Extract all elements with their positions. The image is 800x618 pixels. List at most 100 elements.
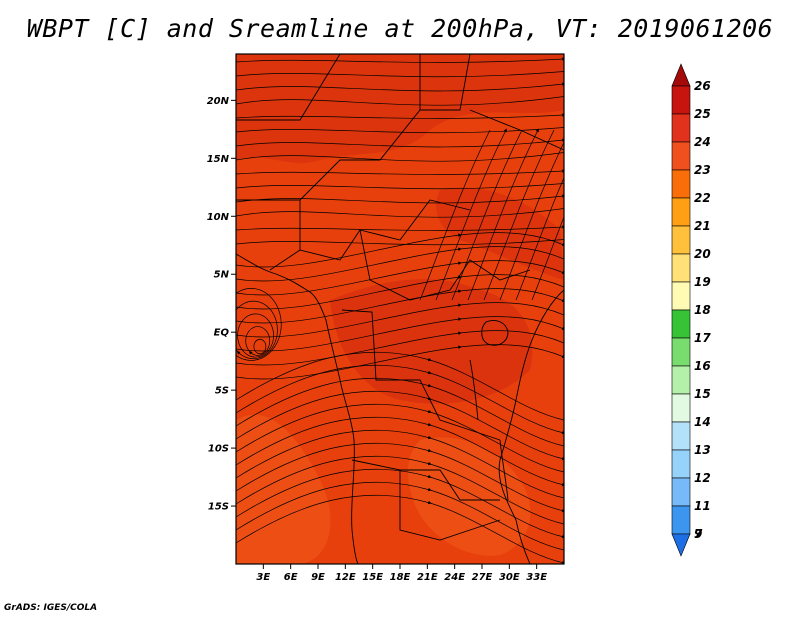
colorbar-label: 18: [694, 303, 711, 317]
y-tick-label: 5S: [215, 386, 229, 397]
streamline: [236, 494, 564, 564]
y-tick-label: 20N: [207, 96, 230, 107]
x-tick-label: 33E: [526, 572, 547, 583]
wbpt-cool-region-southwest: [236, 414, 331, 564]
streamline: [236, 152, 564, 162]
streamline: [236, 232, 564, 268]
colorbar-label: 21: [694, 219, 711, 233]
colorbar-swatch: [671, 197, 691, 227]
colorbar-swatch: [671, 281, 691, 311]
streamlines: [236, 57, 564, 564]
x-tick-label: 15E: [362, 572, 383, 583]
streamline: [236, 169, 564, 175]
colorbar-swatch: [671, 85, 691, 115]
colorbar: 26 25 24 23 22 21 20 19 18 17 16 15 14 13 12 11 97: [671, 63, 711, 557]
country-border-8: [469, 109, 564, 151]
y-tick-label: 15N: [207, 154, 230, 165]
streamline: [236, 82, 564, 92]
colorbar-label: 15: [694, 387, 711, 401]
y-tick-label: EQ: [214, 328, 230, 339]
colorbar-swatch: [671, 477, 691, 507]
streamline: [236, 96, 564, 106]
streamline: [236, 57, 564, 63]
streamline: [236, 330, 564, 366]
colorbar-label: 13: [694, 443, 711, 457]
streamline: [419, 129, 491, 301]
colorbar-label: 19: [694, 275, 711, 289]
colorbar-label: 17: [694, 331, 711, 345]
colorbar-label: 12: [694, 471, 711, 485]
x-tick-label: 6E: [284, 572, 298, 583]
streamline: [236, 288, 282, 361]
colorbar-swatch: [671, 533, 691, 557]
streamline: [236, 127, 564, 134]
streamline: [236, 288, 564, 324]
x-tick-label: 24E: [444, 572, 465, 583]
x-tick-label: 3E: [256, 572, 270, 583]
streamline: [236, 194, 564, 204]
x-tick-label: 9E: [311, 572, 325, 583]
colorbar-swatch: [671, 169, 691, 199]
colorbar-label: 22: [694, 191, 711, 205]
colorbar-label: 26: [694, 79, 711, 93]
y-tick-label: 10N: [207, 212, 230, 223]
wbpt-warm-region-north: [236, 54, 564, 163]
streamline: [467, 128, 539, 301]
colorbar-swatch: [671, 365, 691, 395]
colorbar-swatch: [671, 337, 691, 367]
streamline: [236, 225, 564, 231]
colorbar-swatch: [671, 505, 691, 535]
footer-credit: GrADS: IGES/COLA: [4, 603, 98, 613]
streamline: [451, 129, 523, 301]
colorbar-swatch: [671, 393, 691, 423]
colorbar-label: 11: [694, 499, 711, 513]
y-tick-label: 5N: [214, 270, 230, 281]
colorbar-swatch: [671, 113, 691, 143]
streamline: [236, 260, 564, 296]
colorbar-label: 7: [694, 527, 703, 541]
colorbar-label: 14: [694, 415, 711, 429]
colorbar-swatch: [671, 63, 691, 87]
y-axis: 20N 15N 10N 5N EQ 5S 10S 15S: [207, 96, 236, 513]
streamline: [237, 313, 274, 358]
x-axis: 3E 6E 9E 12E 15E 18E 21E 24E 27E 30E 33E: [256, 564, 547, 583]
x-tick-label: 27E: [472, 572, 493, 583]
streamline: [236, 113, 564, 119]
colorbar-label: 23: [694, 163, 711, 177]
streamline: [236, 274, 564, 310]
colorbar-label: 9: [694, 527, 702, 541]
map-title: WBPT [C] and Sreamline at 200hPa, VT: 20…: [26, 14, 774, 43]
x-tick-label: 21E: [417, 572, 438, 583]
streamline: [236, 344, 564, 380]
x-tick-label: 18E: [390, 572, 411, 583]
colorbar-label: 24: [694, 135, 711, 149]
streamline: [236, 138, 564, 148]
streamline: [245, 326, 271, 356]
streamline: [253, 338, 267, 355]
y-tick-label: 10S: [208, 444, 229, 455]
streamline: [236, 300, 278, 359]
colorbar-label: 16: [694, 359, 711, 373]
colorbar-swatch: [671, 225, 691, 255]
colorbar-label: 25: [694, 107, 711, 121]
streamline: [236, 71, 564, 78]
colorbar-swatch: [671, 421, 691, 451]
x-tick-label: 12E: [335, 572, 356, 583]
colorbar-swatch: [671, 309, 691, 339]
streamline: [236, 183, 564, 190]
colorbar-label: 20: [694, 247, 711, 261]
country-border-7: [236, 54, 341, 121]
streamline: [236, 316, 564, 352]
coastline-west-africa: [236, 253, 359, 564]
streamline: [236, 302, 564, 338]
streamline: [499, 141, 564, 301]
streamline: [236, 208, 564, 218]
colorbar-swatch: [671, 449, 691, 479]
y-tick-label: 15S: [208, 502, 229, 513]
colorbar-swatch: [671, 253, 691, 283]
colorbar-swatch: [671, 141, 691, 171]
x-tick-label: 30E: [499, 572, 520, 583]
streamline: [483, 129, 555, 301]
streamline: [236, 246, 564, 282]
